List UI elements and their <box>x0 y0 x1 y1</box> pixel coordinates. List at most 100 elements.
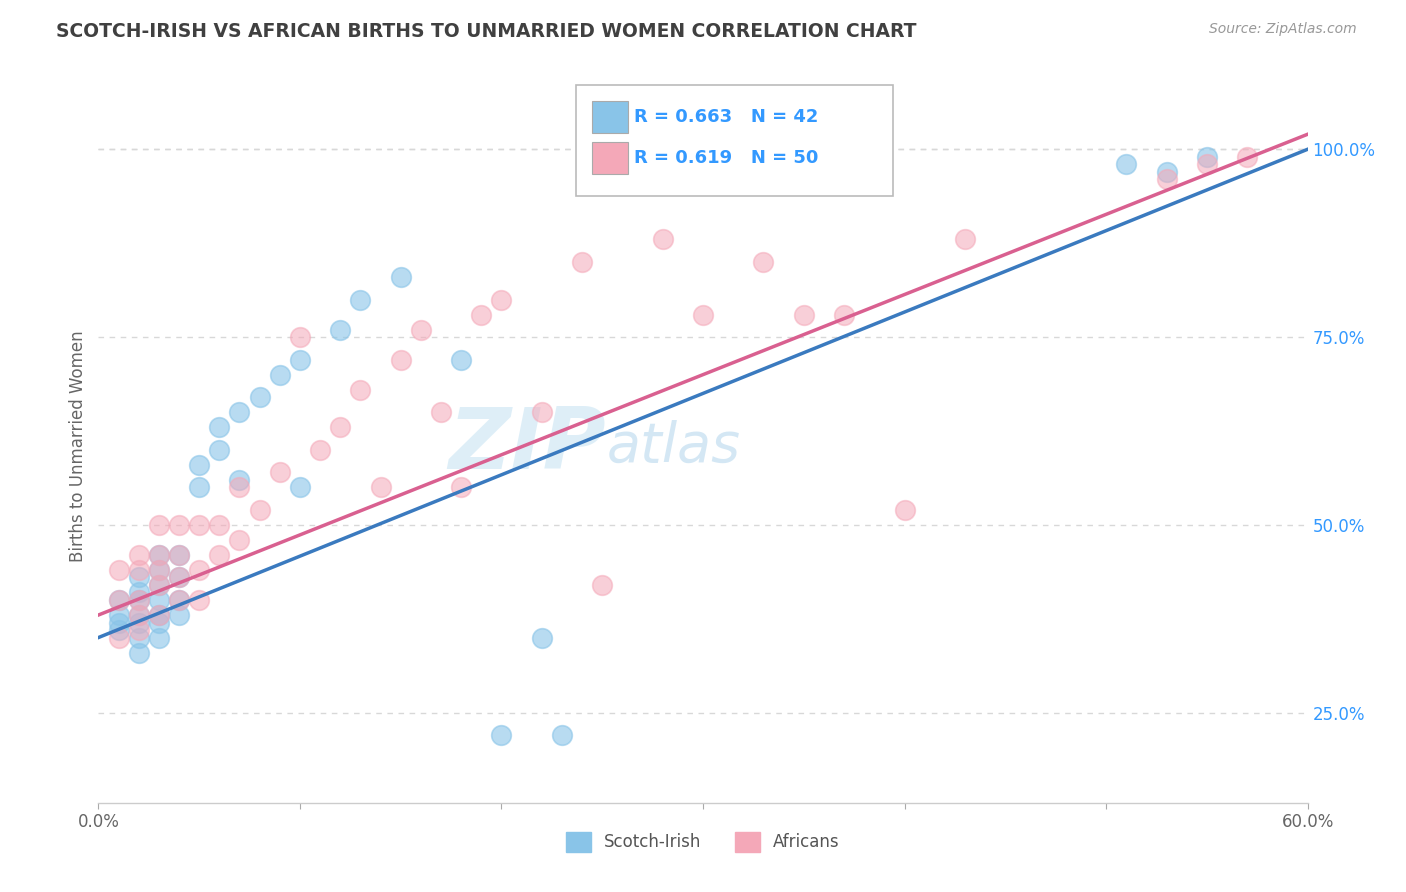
Point <box>288 352 311 367</box>
Point <box>228 533 250 547</box>
Point <box>228 480 250 494</box>
Point <box>228 405 250 419</box>
Point <box>1195 157 1218 171</box>
Point <box>128 593 150 607</box>
Point <box>269 368 291 382</box>
Legend: Scotch-Irish, Africans: Scotch-Irish, Africans <box>560 825 846 859</box>
Point <box>167 548 190 562</box>
Point <box>249 390 271 404</box>
Point <box>793 308 815 322</box>
Point <box>148 548 170 562</box>
Text: Source: ZipAtlas.com: Source: ZipAtlas.com <box>1209 22 1357 37</box>
Point <box>107 563 129 577</box>
Point <box>107 615 129 630</box>
Point <box>832 308 855 322</box>
Point <box>288 330 311 344</box>
Point <box>1115 157 1137 171</box>
Point <box>188 517 211 532</box>
Text: R = 0.663   N = 42: R = 0.663 N = 42 <box>634 108 818 126</box>
Point <box>491 293 513 307</box>
Point <box>128 631 150 645</box>
Point <box>167 570 190 584</box>
Point <box>188 593 211 607</box>
Point <box>370 480 392 494</box>
Point <box>148 548 170 562</box>
Point <box>430 405 453 419</box>
Point <box>167 593 190 607</box>
Point <box>167 607 190 622</box>
Point <box>148 563 170 577</box>
Point <box>1236 150 1258 164</box>
Point <box>571 255 593 269</box>
Point <box>188 458 211 472</box>
Point <box>128 615 150 630</box>
Point <box>128 563 150 577</box>
Point <box>269 465 291 479</box>
Point <box>329 420 352 434</box>
Text: ZIP: ZIP <box>449 404 606 488</box>
Point <box>1156 165 1178 179</box>
Point <box>188 480 211 494</box>
Point <box>128 593 150 607</box>
Point <box>128 646 150 660</box>
Point <box>148 615 170 630</box>
Point <box>167 548 190 562</box>
Point <box>530 631 553 645</box>
Point <box>1195 150 1218 164</box>
Point <box>128 570 150 584</box>
Point <box>107 593 129 607</box>
Point <box>491 728 513 742</box>
Point <box>389 352 412 367</box>
Point <box>128 607 150 622</box>
Point <box>208 548 231 562</box>
Point <box>107 593 129 607</box>
Point <box>148 607 170 622</box>
Point <box>128 623 150 637</box>
Point <box>167 570 190 584</box>
Point <box>128 607 150 622</box>
Point <box>208 517 231 532</box>
Point <box>953 232 976 246</box>
Point <box>409 322 432 336</box>
Point <box>752 255 775 269</box>
Point <box>692 308 714 322</box>
Point <box>228 473 250 487</box>
Point <box>148 563 170 577</box>
Point <box>651 232 673 246</box>
Point <box>148 631 170 645</box>
Point <box>148 593 170 607</box>
Point <box>128 585 150 599</box>
Point <box>591 578 613 592</box>
Point <box>470 308 492 322</box>
Point <box>148 517 170 532</box>
Point <box>450 352 472 367</box>
Point <box>309 442 332 457</box>
Point <box>188 563 211 577</box>
Point <box>128 548 150 562</box>
Point <box>329 322 352 336</box>
Y-axis label: Births to Unmarried Women: Births to Unmarried Women <box>69 330 87 562</box>
Text: atlas: atlas <box>606 419 741 473</box>
Point <box>107 623 129 637</box>
Point <box>148 578 170 592</box>
Point <box>167 593 190 607</box>
Text: SCOTCH-IRISH VS AFRICAN BIRTHS TO UNMARRIED WOMEN CORRELATION CHART: SCOTCH-IRISH VS AFRICAN BIRTHS TO UNMARR… <box>56 22 917 41</box>
Point <box>551 728 574 742</box>
Point <box>107 631 129 645</box>
Point <box>249 503 271 517</box>
Point <box>208 442 231 457</box>
Text: R = 0.619   N = 50: R = 0.619 N = 50 <box>634 149 818 167</box>
Point <box>208 420 231 434</box>
Point <box>389 270 412 285</box>
Point <box>349 383 371 397</box>
Point <box>167 517 190 532</box>
Point <box>893 503 915 517</box>
Point <box>148 578 170 592</box>
Point <box>288 480 311 494</box>
Point <box>349 293 371 307</box>
Point <box>1156 172 1178 186</box>
Point <box>148 607 170 622</box>
Point <box>107 607 129 622</box>
Point <box>450 480 472 494</box>
Point <box>530 405 553 419</box>
